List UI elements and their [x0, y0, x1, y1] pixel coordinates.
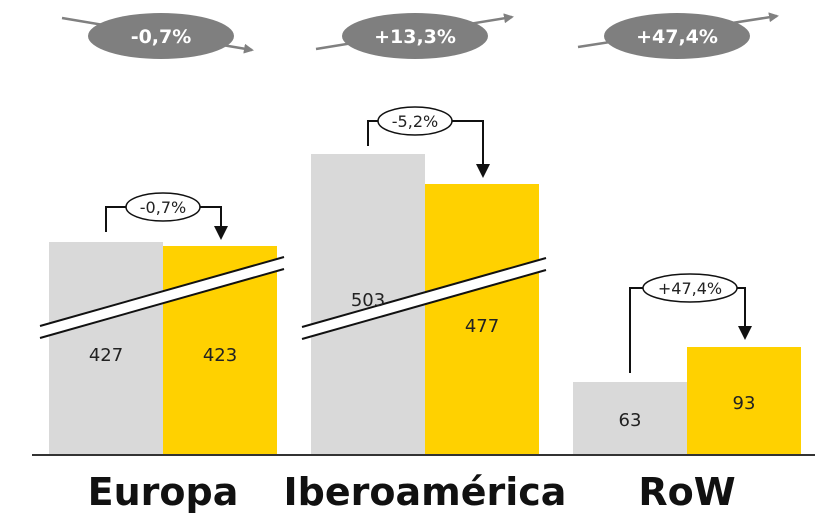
data-label-europa-current: 423	[203, 345, 237, 366]
bar-europa-previous	[49, 242, 163, 455]
growth-label-1: +13,3%	[374, 26, 456, 48]
growth-label-2: +47,4%	[636, 26, 718, 48]
data-label-iberoamérica-previous: 503	[351, 290, 385, 311]
growth-pill-2	[604, 13, 750, 59]
growth-pill-0	[88, 13, 234, 59]
axis-break-line-top-0	[39, 256, 285, 327]
change-label-2: +47,4%	[658, 279, 722, 298]
axis-break-line-bottom-1	[301, 269, 547, 340]
bar-iberoamérica-current	[425, 184, 539, 455]
category-label-1: Iberoamérica	[284, 470, 567, 514]
axis-break-band-1	[302, 258, 546, 339]
bar-row-previous	[573, 382, 687, 455]
bar-row-current	[687, 347, 801, 455]
axis-break-line-top-1	[301, 257, 547, 328]
change-arrowhead-2	[738, 326, 752, 340]
growth-pill-1	[342, 13, 488, 59]
axis-break-line-bottom-0	[39, 268, 285, 339]
growth-label-0: -0,7%	[131, 26, 192, 48]
change-pill-1	[377, 106, 453, 136]
data-label-iberoamérica-current: 477	[465, 316, 499, 337]
change-arrowhead-0	[214, 226, 228, 240]
change-label-1: -5,2%	[392, 112, 438, 131]
data-label-row-current: 93	[733, 393, 756, 414]
change-arrowhead-1	[476, 164, 490, 178]
change-label-0: -0,7%	[140, 198, 186, 217]
change-pill-0	[125, 192, 201, 222]
change-pill-2	[642, 273, 738, 303]
category-label-2: RoW	[638, 470, 735, 514]
data-label-row-previous: 63	[619, 410, 642, 431]
data-label-europa-previous: 427	[89, 345, 123, 366]
axis-break-band-0	[40, 257, 284, 338]
category-label-0: Europa	[88, 470, 239, 514]
